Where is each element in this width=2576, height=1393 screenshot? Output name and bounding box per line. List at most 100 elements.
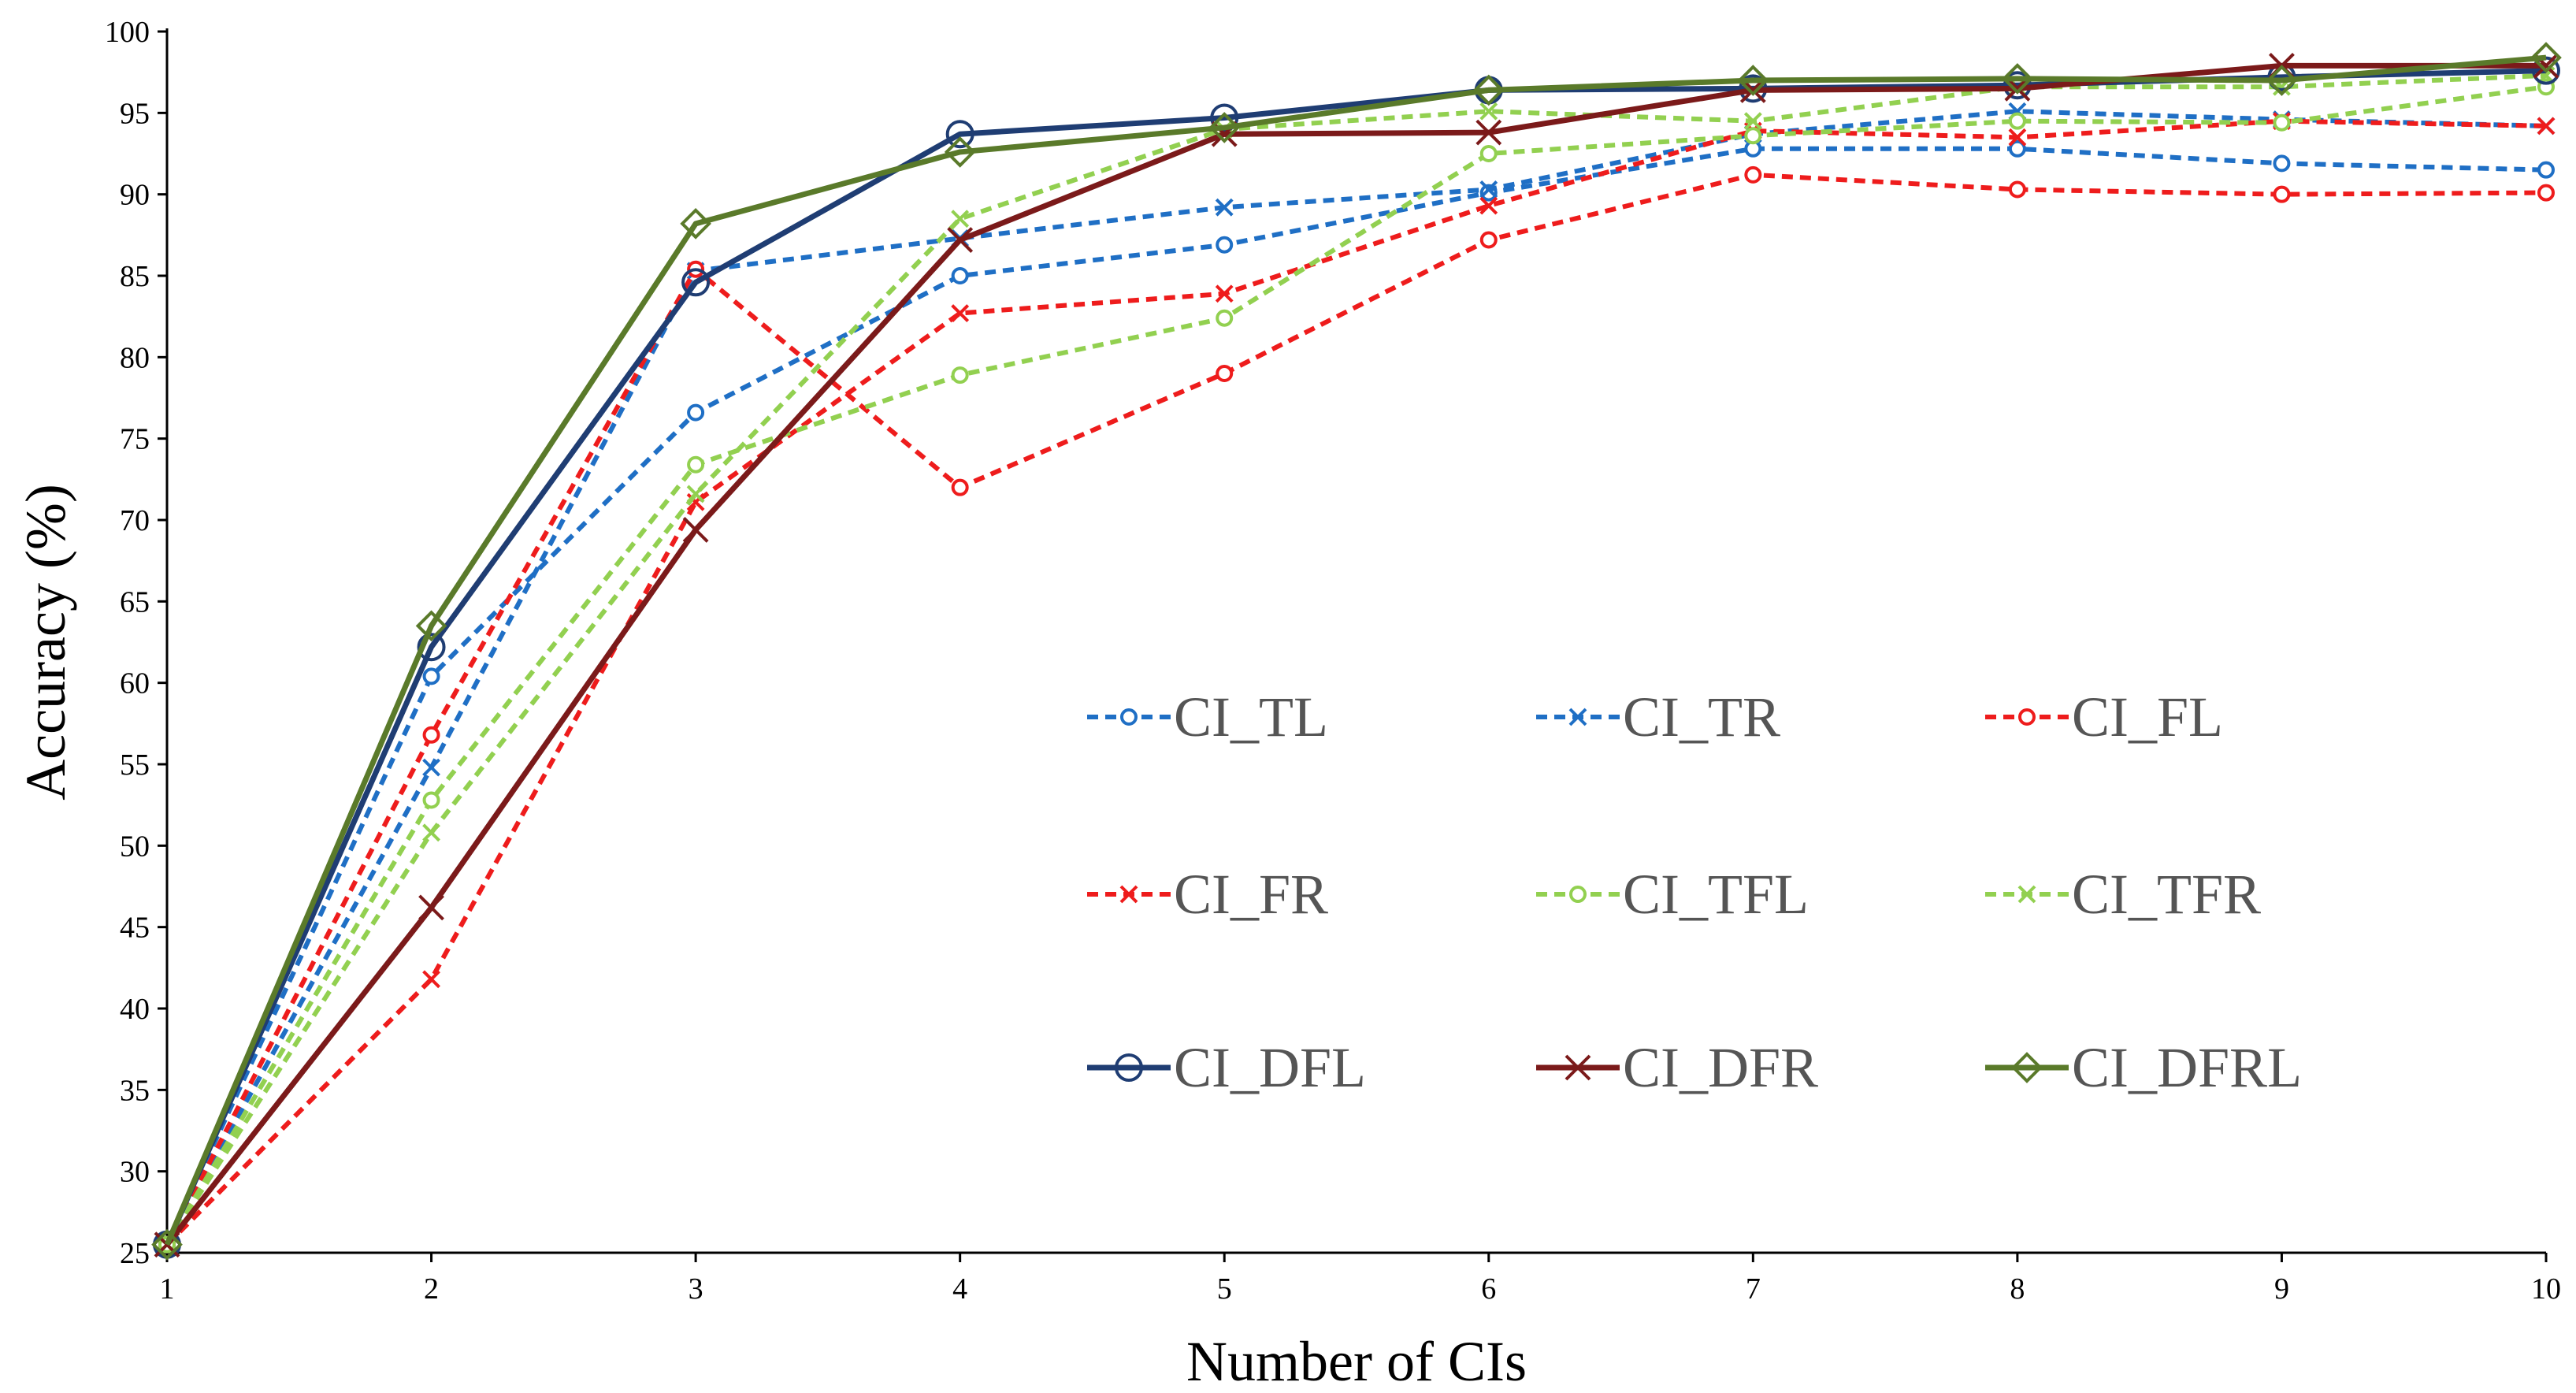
legend-label: CI_FR (1174, 863, 1328, 926)
data-point (1216, 365, 1234, 382)
y-tick-label: 50 (120, 830, 150, 863)
legend-marker (1120, 708, 1138, 726)
legend-label: CI_TR (1623, 685, 1780, 749)
data-point (1208, 112, 1241, 143)
legend-item-CI_DFRL: CI_DFRL (1985, 1036, 2302, 1099)
y-tick-label: 100 (105, 16, 150, 49)
data-point (687, 403, 705, 422)
y-tick-label: 40 (120, 993, 150, 1026)
data-point (2530, 42, 2562, 73)
y-tick-label: 35 (120, 1074, 150, 1107)
data-point (422, 726, 440, 744)
x-tick-label: 6 (1481, 1272, 1496, 1306)
data-point (686, 485, 705, 503)
x-tick-label: 3 (689, 1272, 703, 1306)
x-tick-label: 10 (2531, 1272, 2561, 1306)
legend-marker (1119, 885, 1138, 904)
y-tick-label: 45 (120, 912, 150, 945)
y-tick-label: 30 (120, 1156, 150, 1189)
data-point (1472, 74, 1505, 106)
data-point (418, 894, 444, 921)
legend-marker (2011, 1052, 2043, 1083)
y-axis-title: Accuracy (%) (14, 484, 77, 801)
x-tick-label: 8 (2010, 1272, 2025, 1306)
data-point (944, 136, 976, 168)
series-line-CI_FL (165, 172, 2547, 1246)
data-point (951, 366, 969, 384)
data-point (2273, 154, 2291, 173)
legend-item-CI_TL: CI_TL (1087, 685, 1328, 749)
series-line-CI_TFL (165, 84, 2547, 1246)
data-point (2266, 65, 2298, 96)
x-tick-label: 2 (424, 1272, 439, 1306)
y-tick-label: 90 (120, 179, 150, 212)
legend-label: CI_FL (2072, 685, 2223, 749)
data-point (680, 208, 711, 240)
legend-item-CI_TFR: CI_TFR (1985, 863, 2261, 926)
legend-item-CI_FL: CI_FL (1985, 685, 2223, 749)
legend-item-CI_TR: CI_TR (1536, 685, 1780, 749)
data-point (422, 791, 440, 809)
x-tick-label: 1 (160, 1272, 175, 1306)
legend-item-CI_TFL: CI_TFL (1536, 863, 1809, 926)
legend-marker (2018, 708, 2036, 726)
data-point (1479, 102, 1498, 121)
data-point (687, 455, 705, 474)
legend: CI_TL CI_TR CI_FL CI_FR CI_TFL CI_TFR CI_DFL CI… (1087, 685, 2302, 1099)
data-point (951, 267, 969, 284)
y-tick-label: 75 (120, 423, 150, 456)
legend-marker (2017, 885, 2036, 904)
legend-item-CI_FR: CI_FR (1087, 863, 1328, 926)
data-point (1737, 65, 1769, 96)
data-point (2008, 112, 2026, 130)
series-line-CI_TFR (165, 72, 2547, 1246)
y-tick-label: 60 (120, 667, 150, 700)
x-axis-title: Number of CIs (1186, 1330, 1527, 1393)
data-point (1744, 127, 1762, 145)
data-point (1215, 284, 1234, 303)
x-tick-label: 5 (1217, 1272, 1232, 1306)
data-point (2537, 161, 2555, 179)
series-line-CI_FR (165, 118, 2547, 1246)
data-point (422, 823, 440, 842)
y-tick-label: 80 (120, 341, 150, 374)
series-line-CI_TR (165, 109, 2547, 1246)
data-point (422, 758, 440, 777)
legend-marker (1565, 1054, 1591, 1081)
data-point (1743, 112, 1762, 131)
data-point (951, 304, 970, 322)
data-point (417, 633, 446, 662)
y-tick-label: 70 (120, 504, 150, 537)
y-tick-label: 95 (120, 97, 150, 130)
x-tick-label: 9 (2274, 1272, 2289, 1306)
data-point (151, 1228, 183, 1261)
data-point (951, 478, 969, 496)
data-point (682, 516, 709, 543)
legend-label: CI_TFR (2072, 863, 2261, 926)
data-point (945, 120, 974, 149)
data-point (951, 210, 970, 228)
y-tick-label: 55 (120, 749, 150, 782)
data-point (1210, 103, 1239, 132)
data-point (2537, 117, 2556, 136)
legend-marker (1569, 886, 1587, 903)
data-point (1479, 180, 1498, 199)
legend-label: CI_DFRL (2072, 1036, 2302, 1099)
series-line-CI_DFRL (164, 54, 2547, 1246)
data-point (1215, 198, 1234, 217)
data-point (2008, 139, 2026, 158)
legend-marker (1115, 1053, 1143, 1082)
legend-item-CI_DFL: CI_DFL (1087, 1036, 1366, 1099)
data-point (1479, 196, 1498, 215)
legend-marker (1568, 708, 1587, 726)
data-point (1216, 309, 1234, 327)
data-point (1475, 119, 1502, 146)
legend-label: CI_TFL (1623, 863, 1809, 926)
data-point (1744, 165, 1762, 184)
data-point (422, 970, 440, 989)
data-point (154, 1231, 180, 1258)
x-tick-label: 4 (952, 1272, 967, 1306)
data-point (1479, 145, 1498, 162)
series-CI_DFRL (151, 42, 2562, 1261)
